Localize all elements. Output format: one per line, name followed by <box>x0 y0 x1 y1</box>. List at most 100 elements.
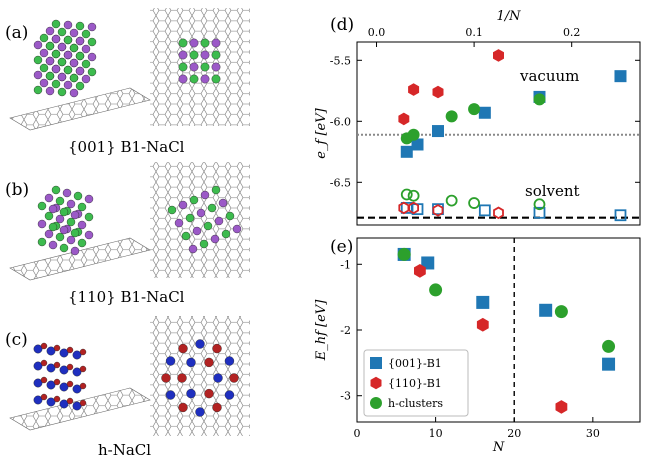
data-point-hexagon <box>408 201 420 215</box>
atom <box>211 62 221 72</box>
atom <box>84 194 94 204</box>
atom <box>55 214 65 224</box>
caption-001-b1-nacl: {001} B1-NaCl <box>68 138 185 156</box>
data-point-circle <box>370 397 382 409</box>
atom <box>178 343 188 354</box>
chart-formation-energy: 0.0 0.1 0.2 -5.5 -6.0 -6.5 1/N e_f [eV] (d) vacuu… <box>314 9 641 226</box>
y-tick-label: -5.5 <box>330 54 351 67</box>
data-point-square <box>400 145 413 158</box>
atom <box>211 38 221 48</box>
atom <box>192 226 202 236</box>
atom <box>186 357 196 368</box>
atom <box>84 212 94 222</box>
atom <box>178 62 188 72</box>
atom <box>45 86 55 96</box>
atom <box>33 361 43 371</box>
atom <box>214 216 224 226</box>
atom <box>45 41 55 51</box>
atom <box>66 235 76 245</box>
atom <box>63 50 73 60</box>
atom <box>53 378 61 386</box>
atom <box>59 243 69 253</box>
atom <box>232 224 242 234</box>
structure-panels <box>9 8 250 436</box>
panel-label-e: (e) <box>330 237 353 257</box>
data-point-circle <box>533 93 546 106</box>
atom <box>224 390 235 400</box>
atom <box>51 64 61 74</box>
atom <box>33 378 43 388</box>
data-point-square <box>411 138 424 151</box>
atom <box>224 356 235 366</box>
atom <box>196 208 206 218</box>
atom <box>211 185 221 195</box>
data-point-square <box>614 209 627 222</box>
atom <box>70 228 80 238</box>
atom <box>73 191 83 201</box>
atom <box>221 229 231 239</box>
atom <box>59 225 69 235</box>
data-point-circle <box>397 247 411 261</box>
atom <box>87 67 97 77</box>
atom <box>212 343 222 354</box>
atom <box>40 393 48 401</box>
atom <box>189 195 199 205</box>
atom <box>33 395 43 405</box>
atom <box>81 59 91 69</box>
atom <box>66 217 76 227</box>
data-point-square <box>533 206 546 219</box>
graphene-topview-b <box>150 162 250 278</box>
data-point-hexagon <box>370 376 382 390</box>
atom <box>207 203 217 213</box>
data-point-circle <box>445 194 458 207</box>
atom <box>63 20 73 30</box>
atom <box>70 210 80 220</box>
data-point-circle <box>468 103 481 116</box>
atom <box>161 373 171 383</box>
atom <box>200 38 210 48</box>
caption-110-b1-nacl: {110} B1-NaCl <box>68 288 185 306</box>
atom <box>45 56 55 66</box>
atom <box>51 185 61 195</box>
atom <box>63 65 73 75</box>
atom <box>174 218 184 228</box>
atom <box>53 361 61 369</box>
atom <box>189 74 199 84</box>
atom <box>167 205 177 215</box>
legend-entry-110: {110}-B1 <box>388 377 442 390</box>
atom <box>51 79 61 89</box>
panel-label-d: (d) <box>330 15 354 35</box>
atom <box>77 202 87 212</box>
y-tick-label: -1 <box>340 258 351 271</box>
atom <box>200 62 210 72</box>
atom <box>59 382 69 392</box>
atom <box>203 221 213 231</box>
panel-label-a: (a) <box>5 23 28 43</box>
atom <box>44 229 54 239</box>
panel-label-b: (b) <box>5 180 29 200</box>
plot-frame-d <box>356 41 641 226</box>
atom <box>212 402 222 413</box>
atom <box>63 80 73 90</box>
atom <box>200 190 210 200</box>
legend-entry-001: {001}-B1 <box>388 357 442 370</box>
atom <box>44 193 54 203</box>
x-axis-label: 1/N <box>496 9 521 24</box>
chart-hf-energy: 0 10 20 30 -1 -2 -3 N E_hf [eV] (e) {001}-B1 {110}-… <box>314 237 641 455</box>
annotation-solvent: solvent <box>525 182 580 200</box>
atom <box>72 350 82 360</box>
atom <box>189 38 199 48</box>
atom <box>69 88 79 98</box>
atom <box>39 63 49 73</box>
atom <box>53 344 61 352</box>
atom <box>46 380 56 390</box>
atom <box>37 237 47 247</box>
atom <box>48 240 58 250</box>
atom <box>37 219 47 229</box>
atom <box>75 51 85 61</box>
atom <box>79 399 87 407</box>
x-tick-label: 0 <box>354 427 361 440</box>
annotation-vacuum: vacuum <box>519 67 579 85</box>
data-point-square <box>614 70 627 83</box>
